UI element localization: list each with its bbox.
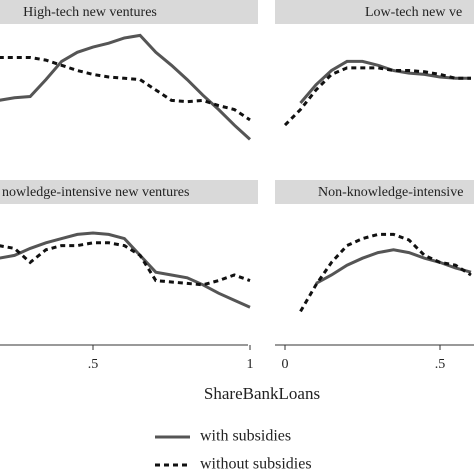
x-tick-label: 0: [282, 357, 289, 372]
x-tick-label: .5: [435, 357, 446, 372]
panel-title: Non-knowledge-intensive: [318, 185, 463, 200]
line-series: [0, 241, 251, 287]
panel-title: Low-tech new ve: [365, 5, 462, 20]
legend-label: without subsidies: [200, 456, 312, 473]
strip: [275, 0, 474, 24]
x-axis-label: ShareBankLoans: [204, 384, 320, 403]
line-series: [0, 56, 251, 122]
x-tick-label: .5: [88, 357, 99, 372]
line-series: [283, 66, 471, 127]
line-series: [0, 33, 252, 141]
x-tick-label: 1: [247, 357, 254, 372]
line-series: [299, 232, 472, 313]
line-series: [299, 59, 471, 104]
legend-label: with subsidies: [200, 428, 291, 445]
line-series: [0, 231, 251, 309]
strip: [275, 180, 474, 204]
panel-title: High-tech new ventures: [23, 5, 157, 20]
strip: [0, 0, 258, 24]
panel-title: nowledge-intensive new ventures: [2, 185, 189, 200]
strip: [0, 180, 258, 204]
line-series: [315, 248, 472, 285]
